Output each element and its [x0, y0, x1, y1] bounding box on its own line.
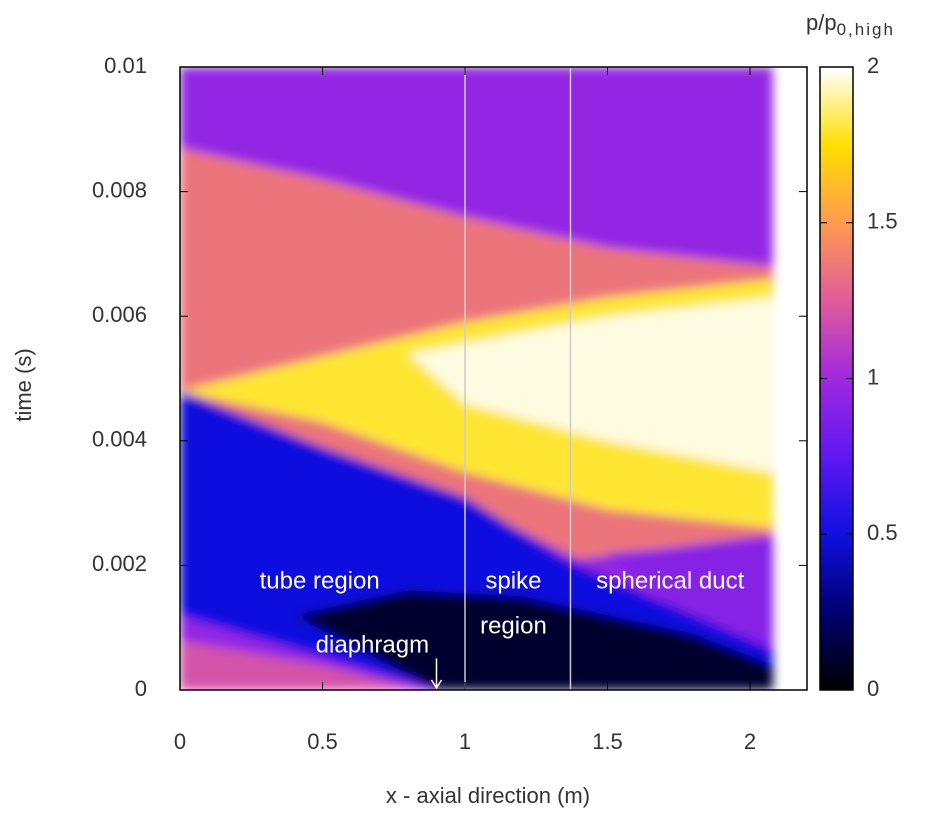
x-tick-label: 0.5 — [307, 729, 338, 754]
colorbar-tick-label: 1.5 — [867, 209, 898, 234]
plot-frame — [179, 66, 808, 691]
pressure-region — [294, 590, 773, 690]
colorbar-label-main: p/p — [806, 10, 837, 35]
y-tick-label: 0.004 — [92, 427, 147, 452]
heatmap-field — [180, 67, 773, 690]
pressure-region — [607, 540, 773, 647]
colorbar-tick-label: 0.5 — [867, 520, 898, 545]
annotation: region — [480, 612, 547, 639]
annotation: spherical duct — [596, 568, 744, 595]
annotation: tube region — [260, 568, 380, 595]
x-axis-label: x - axial direction (m) — [386, 783, 590, 808]
y-tick-label: 0.002 — [92, 551, 147, 576]
y-tick-label: 0.006 — [92, 302, 147, 327]
colorbar-tick-label: 0 — [867, 676, 879, 701]
colorbar-label: p/p0,high — [806, 10, 895, 40]
y-tick-label: 0 — [135, 676, 147, 701]
colorbar-label-sub: 0,high — [837, 20, 895, 39]
x-tick-label: 2 — [744, 729, 756, 754]
annotation: spike — [485, 568, 541, 595]
x-tick-label: 0 — [174, 729, 186, 754]
annotation-arrow — [430, 658, 443, 690]
y-tick-label: 0.01 — [104, 53, 147, 78]
y-tick-label: 0.008 — [92, 177, 147, 202]
pressure-region — [180, 640, 423, 690]
x-tick-label: 1 — [459, 729, 471, 754]
y-axis-label: time (s) — [11, 348, 36, 421]
pressure-region — [408, 297, 773, 472]
x-tick-label: 1.5 — [592, 729, 623, 754]
colorbar-tick-label: 2 — [867, 53, 879, 78]
colorbar-tick-label: 1 — [867, 364, 879, 389]
annotation: diaphragm — [316, 632, 429, 659]
